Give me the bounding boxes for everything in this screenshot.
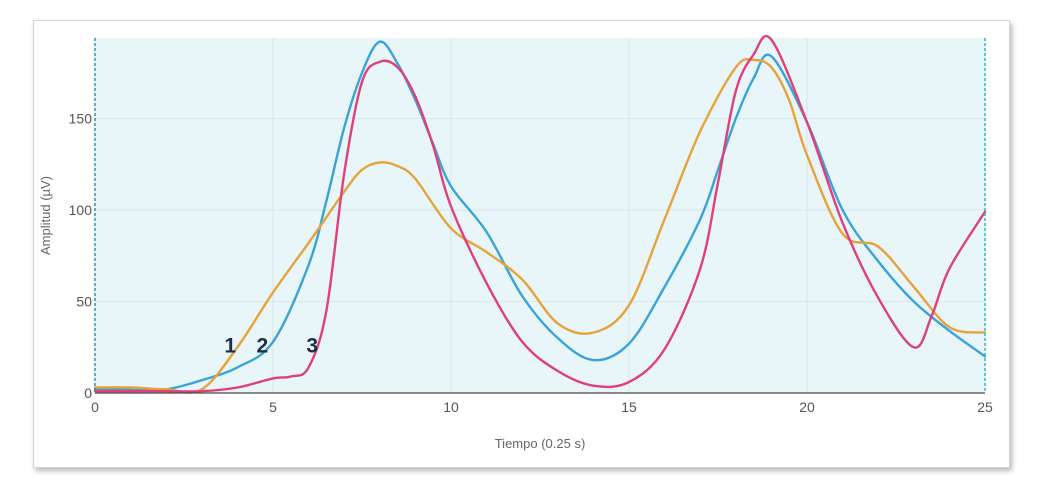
series-lines — [93, 34, 987, 394]
x-tick-label: 5 — [269, 399, 277, 415]
series-line-3 — [93, 34, 987, 393]
tick-labels: 0 5 10 15 20 25 0 50 100 150 — [69, 111, 993, 415]
x-tick-label: 10 — [443, 399, 459, 415]
y-tick-label: 100 — [69, 202, 93, 218]
y-axis-title: Amplitud (µV) — [38, 176, 53, 255]
x-tick-label: 20 — [799, 399, 815, 415]
series-tag-2: 2 — [256, 335, 268, 358]
y-tick-label: 50 — [76, 294, 92, 310]
plot-area — [95, 38, 985, 393]
x-tick-label: 0 — [91, 399, 99, 415]
x-axis-title: Tiempo (0.25 s) — [495, 436, 586, 451]
axes — [94, 38, 986, 394]
x-tick-label: 25 — [977, 399, 993, 415]
y-tick-label: 150 — [69, 111, 93, 127]
series-tag-3: 3 — [306, 335, 318, 358]
x-tick-label: 15 — [621, 399, 637, 415]
series-tag-1: 1 — [224, 335, 236, 358]
series-line-2 — [93, 57, 987, 394]
y-tick-label: 0 — [84, 385, 92, 401]
